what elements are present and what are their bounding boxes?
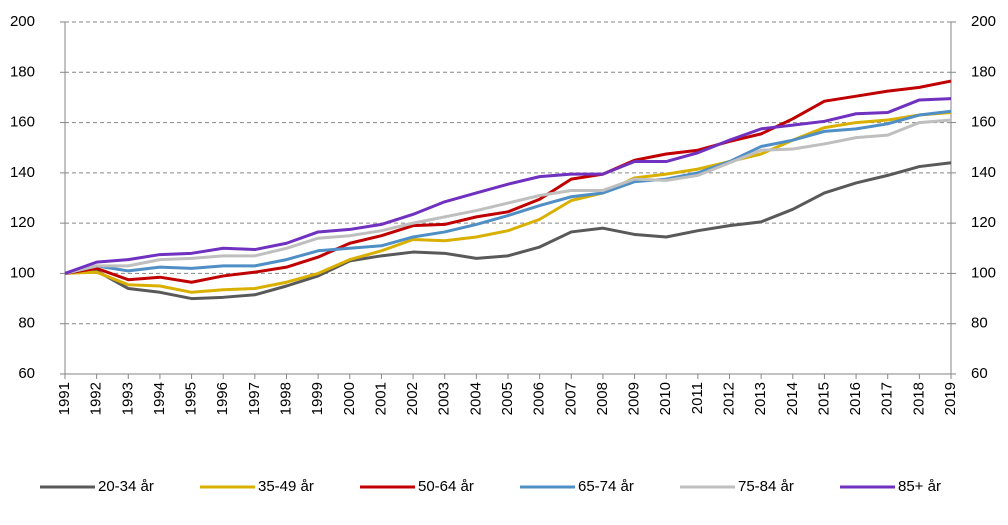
x-tick-label: 2005: [499, 382, 516, 415]
y2-tick-label: 60: [971, 365, 988, 382]
x-tick-label: 2007: [562, 382, 579, 415]
y-tick-label: 100: [10, 264, 35, 281]
x-tick-label: 2018: [910, 382, 927, 415]
x-tick-label: 2012: [720, 382, 737, 415]
x-tick-label: 1994: [151, 382, 168, 415]
x-tick-label: 2010: [657, 382, 674, 415]
x-tick-label: 2009: [626, 382, 643, 415]
x-tick-label: 2008: [594, 382, 611, 415]
legend-label: 35-49 år: [258, 478, 314, 495]
x-tick-label: 2014: [784, 382, 801, 415]
series-line: [64, 109, 952, 275]
y-tick-label: 120: [10, 214, 35, 231]
x-tick-label: 1993: [119, 382, 136, 415]
legend-label: 20-34 år: [98, 478, 154, 495]
legend-label: 75-84 år: [738, 478, 794, 495]
x-tick-label: 1997: [246, 382, 263, 415]
x-tick-label: 2011: [689, 382, 706, 414]
x-tick-label: 2003: [436, 382, 453, 415]
x-tick-label: 2004: [467, 382, 484, 415]
series-line: [64, 97, 952, 275]
x-tick-label: 2016: [847, 382, 864, 415]
x-tick-label: 2017: [879, 382, 896, 415]
x-tick-label: 2002: [404, 382, 421, 415]
y-tick-label: 200: [10, 13, 35, 30]
legend-label: 50-64 år: [418, 478, 474, 495]
x-tick-label: 1996: [214, 382, 231, 415]
series-line: [64, 118, 952, 275]
y2-tick-label: 200: [971, 13, 996, 30]
y2-tick-label: 80: [971, 315, 988, 332]
y2-tick-label: 120: [971, 214, 996, 231]
series-line: [64, 79, 952, 284]
y-tick-label: 180: [10, 63, 35, 80]
x-tick-label: 2001: [372, 382, 389, 415]
y-tick-label: 60: [18, 365, 35, 382]
y2-tick-label: 160: [971, 114, 996, 131]
x-tick-label: 2006: [531, 382, 548, 415]
legend-label: 65-74 år: [578, 478, 634, 495]
x-tick-label: 2019: [942, 382, 959, 415]
x-tick-label: 1992: [88, 382, 105, 415]
x-tick-label: 2000: [341, 382, 358, 415]
y-tick-label: 80: [18, 315, 35, 332]
y2-tick-label: 180: [971, 63, 996, 80]
x-tick-label: 2015: [815, 382, 832, 415]
y2-tick-label: 100: [971, 264, 996, 281]
y-tick-label: 140: [10, 164, 35, 181]
y-tick-label: 160: [10, 114, 35, 131]
series-line: [64, 161, 952, 301]
x-tick-label: 1995: [183, 382, 200, 415]
x-tick-label: 1991: [56, 382, 73, 415]
x-tick-label: 1999: [309, 382, 326, 415]
x-tick-label: 2013: [752, 382, 769, 415]
x-tick-label: 1998: [277, 382, 294, 415]
y2-tick-label: 140: [971, 164, 996, 181]
legend-label: 85+ år: [898, 478, 941, 495]
